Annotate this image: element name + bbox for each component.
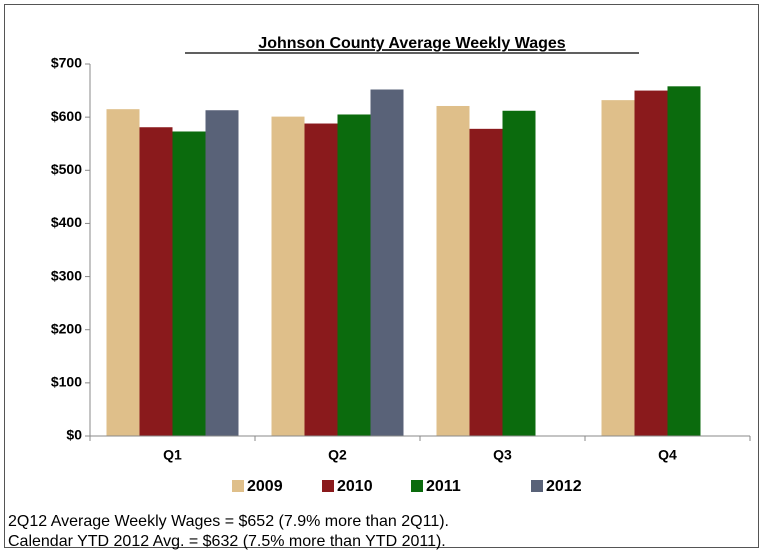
bar [172,131,206,436]
bar [106,109,140,437]
y-tick-label: $600 [51,108,82,124]
legend-label: 2012 [546,478,582,495]
bar [139,127,173,437]
x-tick-label: Q4 [658,447,677,463]
y-tick-label: $100 [51,374,82,390]
legend-label: 2009 [247,478,283,495]
y-tick-label: $0 [66,427,82,443]
bar [634,90,668,437]
legend-swatch [322,480,334,492]
y-tick-label: $300 [51,267,82,283]
annotation: Calendar YTD 2012 Avg. = $632 (7.5% more… [8,533,446,550]
bar [502,110,536,436]
legend-label: 2010 [337,478,373,495]
bar [469,128,503,436]
y-tick-label: $400 [51,214,82,230]
legend-swatch [232,480,244,492]
bar [436,105,470,437]
bar [370,89,404,436]
x-tick-label: Q2 [328,447,347,463]
bar [271,116,305,437]
legend-swatch [411,480,423,492]
chart-title: Johnson County Average Weekly Wages [258,35,565,52]
bar [337,114,371,436]
x-tick-label: Q3 [493,447,512,463]
legend-label: 2011 [426,478,461,495]
annotation: 2Q12 Average Weekly Wages = $652 (7.9% m… [8,513,449,530]
y-tick-label: $200 [51,320,82,336]
bar [667,86,701,436]
bar [304,123,338,437]
legend-swatch [531,480,543,492]
y-tick-label: $700 [51,55,82,71]
bar [205,110,239,436]
x-tick-label: Q1 [163,447,182,463]
y-tick-label: $500 [51,161,82,177]
bar [601,100,635,436]
